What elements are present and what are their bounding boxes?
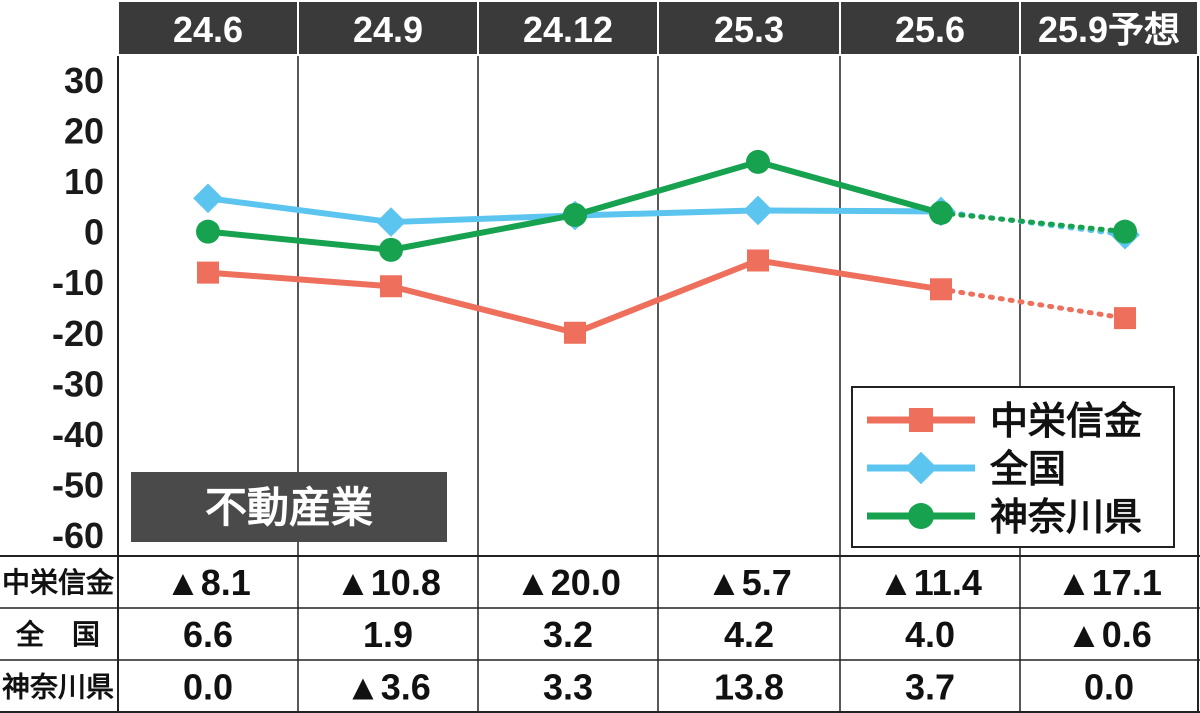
panel-label-box [131, 472, 447, 542]
data-point [1113, 219, 1137, 244]
data-point [379, 237, 403, 262]
table-cell: 3.2 [543, 614, 593, 655]
column-header: 24.6 24.9 24.12 25.3 25.6 25.9予想 [119, 2, 1197, 54]
x-tick-label: 25.9予想 [1038, 9, 1180, 50]
x-tick-label: 24.9 [353, 9, 423, 50]
y-tick-label: 30 [64, 60, 104, 101]
y-tick-label: -10 [52, 262, 104, 303]
data-point [929, 200, 953, 225]
data-point [1114, 307, 1136, 330]
y-tick-label: 20 [64, 111, 104, 152]
data-point [563, 202, 587, 227]
y-tick-label: 0 [84, 212, 104, 253]
y-tick-label: 10 [64, 161, 104, 202]
data-point [747, 249, 769, 272]
table-cell: ▲3.6 [345, 667, 431, 708]
table-cell: ▲20.0 [515, 562, 621, 603]
table-cell: ▲17.1 [1056, 562, 1162, 603]
table-cell: 1.9 [363, 614, 413, 655]
header-cell [119, 2, 297, 54]
forecast-line [938, 286, 1128, 321]
data-point [746, 149, 770, 174]
data-point [193, 183, 223, 214]
y-tick-label: -60 [52, 515, 104, 556]
table-cell: ▲10.8 [335, 562, 441, 603]
legend-label: 中栄信金 [990, 400, 1143, 443]
x-tick-label: 25.6 [895, 9, 965, 50]
y-tick-label: -20 [52, 313, 104, 354]
y-tick-label: -40 [52, 414, 104, 455]
data-point [904, 451, 938, 485]
table-row-label: 全 国 [15, 618, 100, 650]
y-tick-label: -30 [52, 363, 104, 404]
table-cell: 3.3 [543, 667, 593, 708]
table-cell: 0.0 [1084, 667, 1134, 708]
column-dividers [0, 56, 1200, 713]
data-point [564, 321, 586, 344]
data-point [380, 275, 402, 298]
header-cell [1021, 2, 1197, 54]
series-diamond [193, 183, 1140, 250]
table-cell: 4.2 [724, 614, 774, 655]
table-cell: ▲8.1 [165, 562, 251, 603]
table-row-label: 神奈川県 [2, 672, 114, 703]
table-cell: 0.0 [183, 667, 233, 708]
y-axis: 30 20 10 0 -10 -20 -30 -40 -50 -60 [52, 60, 104, 556]
data-table: 中栄信金 ▲8.1 ▲10.8 ▲20.0 ▲5.7 ▲11.4 ▲17.1 全 国 6.6 1.… [2, 562, 1162, 708]
legend-label: 神奈川県 [990, 497, 1142, 539]
data-point [376, 207, 406, 237]
data-point [908, 503, 934, 529]
header-cell [841, 2, 1019, 54]
series-square [197, 249, 1136, 344]
y-tick-label: -50 [52, 464, 104, 505]
table-cell: ▲11.4 [878, 562, 982, 603]
table-cell: 3.7 [905, 667, 955, 708]
table-cell: 4.0 [905, 614, 955, 655]
x-tick-label: 25.3 [714, 9, 784, 50]
table-cell: 13.8 [714, 667, 784, 708]
table-cell: ▲0.6 [1066, 614, 1152, 655]
header-cell [299, 2, 477, 54]
data-point [743, 195, 773, 226]
data-series [193, 149, 1140, 344]
forecast-line [938, 210, 1128, 235]
data-point [197, 261, 219, 284]
table-cell: ▲5.7 [706, 562, 792, 603]
panel-label: 不動産業 [205, 484, 373, 531]
header-cell [659, 2, 839, 54]
data-point [909, 408, 933, 432]
legend-label: 全国 [989, 448, 1066, 491]
panel-label-badge: 不動産業 [131, 472, 447, 542]
series-circle [196, 149, 1137, 262]
x-tick-label: 24.12 [523, 9, 613, 50]
data-point [930, 278, 952, 301]
header-cell [479, 2, 657, 54]
x-tick-label: 24.6 [173, 9, 243, 50]
data-point [196, 219, 220, 244]
table-row-label: 中栄信金 [2, 566, 115, 598]
table-cell: 6.6 [183, 614, 233, 655]
